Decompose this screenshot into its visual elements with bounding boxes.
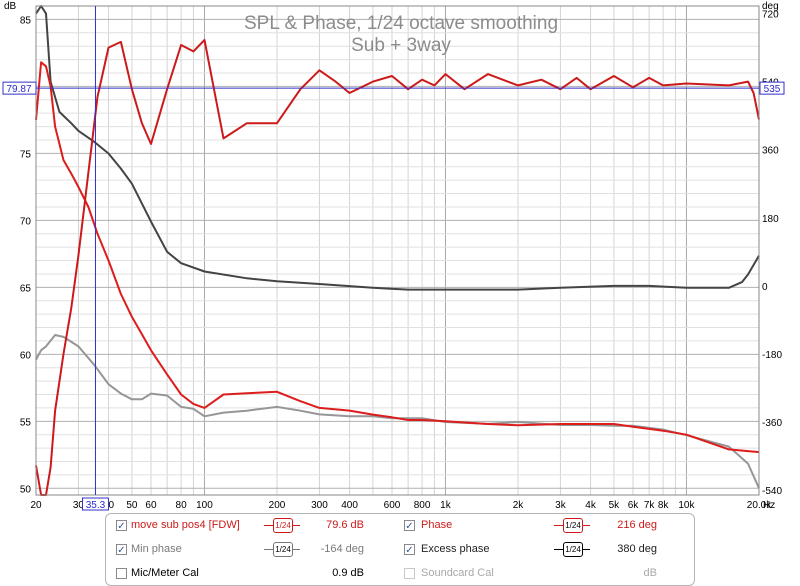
y-right-tick-label: -360 [762, 418, 782, 429]
x-tick-label: 600 [384, 500, 401, 511]
spl-value: 79.6 dB [326, 519, 364, 531]
legend-row-min-phase: ✓ Min phase 1/24 -164 deg ✓ Excess phase… [106, 541, 694, 559]
cursor-right-label: 535 [764, 84, 781, 95]
mic-cal-label[interactable]: Mic/Meter Cal [131, 567, 199, 579]
x-tick-label: 50 [126, 500, 138, 511]
phase-checkbox[interactable]: ✓ [404, 520, 415, 532]
cursor-x-box [81, 497, 109, 511]
y-left-unit: dB [4, 1, 17, 12]
x-tick-label: 2k [513, 500, 525, 511]
y-left-tick-label: 65 [20, 283, 32, 294]
y-left-tick-label: 70 [20, 216, 32, 227]
y-right-tick-label: 180 [762, 214, 779, 225]
min-phase-smoothing-label: 1/24 [273, 542, 293, 557]
y-left-tick-label: 75 [20, 149, 32, 160]
excess-phase-trace [35, 5, 760, 291]
y-right-tick-label: -540 [762, 486, 782, 497]
y-right-tick-label: 720 [762, 10, 779, 21]
cursor-y-box [2, 81, 37, 95]
mic-cal-checkbox[interactable] [116, 568, 127, 579]
phase-trace-label[interactable]: Phase [421, 519, 453, 531]
y-right-unit: deg [762, 1, 779, 12]
spl-smoothing-label: 1/24 [273, 518, 293, 533]
cursor[interactable]: 79.87 535 35.3 [2, 6, 785, 511]
mic-cal-value: 0.9 dB [332, 567, 364, 579]
cursor-x-label: 35.3 [86, 500, 106, 511]
x-tick-label: 20.0k [747, 500, 772, 511]
x-tick-label: 80 [176, 500, 188, 511]
x-tick-label: 7k [644, 500, 656, 511]
series-group [35, 5, 760, 496]
x-tick-label: 20 [30, 500, 42, 511]
x-tick-label: 200 [269, 500, 286, 511]
x-tick-label: 800 [414, 500, 431, 511]
y-left-tick-label: 50 [20, 484, 32, 495]
phase-trace [35, 39, 760, 496]
x-tick-label: 3k [555, 500, 567, 511]
x-tick-label: 5k [609, 500, 621, 511]
x-tick-label: 6k [628, 500, 640, 511]
min-phase-trace [35, 334, 760, 489]
soundcard-cal-checkbox [404, 568, 415, 579]
spl-checkbox[interactable]: ✓ [116, 520, 127, 532]
min-phase-checkbox[interactable]: ✓ [116, 544, 127, 556]
x-tick-label: 400 [341, 500, 358, 511]
legend-row-spl: ✓ move sub pos4 [FDW] 1/24 79.6 dB ✓ Pha… [106, 517, 694, 535]
x-tick-label: 100 [196, 500, 213, 511]
x-axis-unit: Hz [763, 500, 775, 511]
cursor-y-label: 79.87 [6, 84, 31, 95]
spl-phase-chart[interactable]: SPL & Phase, 1/24 octave smoothing Sub +… [0, 0, 800, 512]
x-tick-label: 60 [145, 500, 157, 511]
cursor-right-box [759, 81, 785, 95]
excess-phase-smoothing-button[interactable]: 1/24 [554, 542, 590, 557]
soundcard-cal-label: Soundcard Cal [421, 567, 494, 579]
y-right-tick-label: -180 [762, 350, 782, 361]
chart-title: SPL & Phase, 1/24 octave smoothing [244, 13, 558, 34]
legend-row-cal: Mic/Meter Cal 0.9 dB Soundcard Cal dB [106, 565, 694, 583]
x-tick-label: 1k [440, 500, 452, 511]
spl-smoothing-button[interactable]: 1/24 [264, 518, 300, 533]
y-left-tick-label: 60 [20, 350, 32, 361]
excess-phase-smoothing-label: 1/24 [563, 542, 583, 557]
x-tick-label: 8k [658, 500, 670, 511]
excess-phase-value: 380 deg [617, 543, 657, 555]
legend-panel: ✓ move sub pos4 [FDW] 1/24 79.6 dB ✓ Pha… [105, 513, 695, 586]
phase-smoothing-label: 1/24 [563, 518, 583, 533]
y-left-tick-label: 55 [20, 417, 32, 428]
min-phase-value: -164 deg [320, 543, 364, 555]
x-tick-label: 10k [678, 500, 695, 511]
excess-phase-trace-label[interactable]: Excess phase [421, 543, 490, 555]
x-tick-label: 4k [585, 500, 597, 511]
y-right-tick-label: 360 [762, 146, 779, 157]
chart-subtitle: Sub + 3way [351, 35, 451, 56]
phase-smoothing-button[interactable]: 1/24 [554, 518, 590, 533]
soundcard-cal-value: dB [643, 567, 657, 579]
excess-phase-checkbox[interactable]: ✓ [404, 544, 415, 556]
y-left-tick-label: 85 [20, 15, 32, 26]
move-sub-pos4-fdw-trace [35, 61, 760, 454]
x-tick-label: 300 [311, 500, 328, 511]
plot-frame [35, 5, 760, 496]
min-phase-trace-label[interactable]: Min phase [131, 543, 182, 555]
spl-trace-label[interactable]: move sub pos4 [FDW] [131, 519, 240, 531]
phase-value: 216 deg [617, 519, 657, 531]
x-tick-label: 30 [73, 500, 85, 511]
y-right-tick-label: 0 [762, 282, 768, 293]
min-phase-smoothing-button[interactable]: 1/24 [264, 542, 300, 557]
